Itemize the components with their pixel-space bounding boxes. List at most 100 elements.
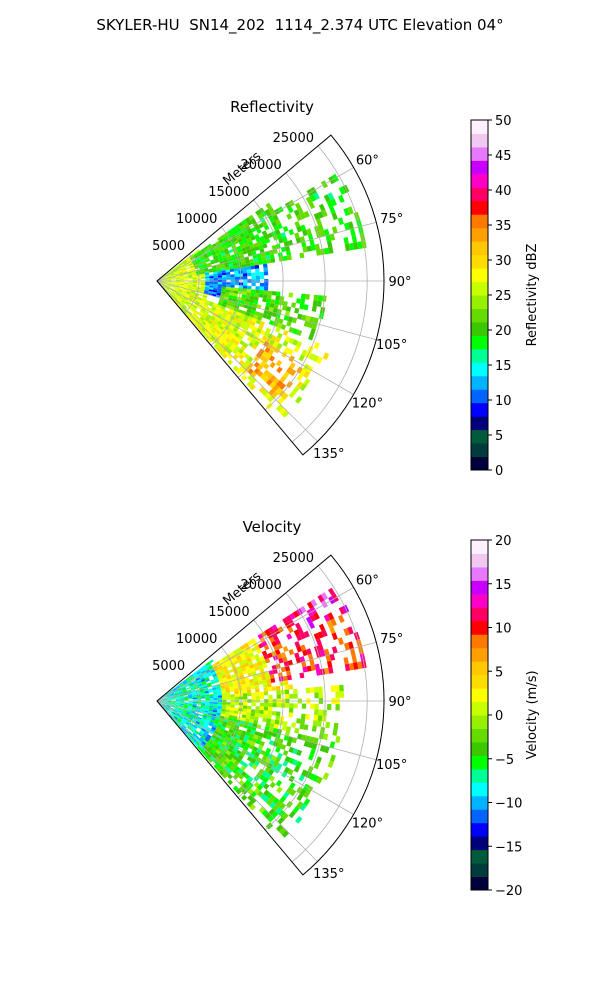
gate-cell xyxy=(177,298,182,302)
gate-cell xyxy=(217,286,222,289)
gate-cell xyxy=(225,757,231,764)
gate-cell xyxy=(177,718,182,722)
gate-cell xyxy=(203,723,209,727)
gate-cell xyxy=(237,768,244,775)
gate-cell xyxy=(267,710,273,716)
gate-cell xyxy=(275,807,283,815)
gate-cell xyxy=(319,230,326,237)
gate-cell xyxy=(173,296,178,300)
gate-cell xyxy=(275,715,281,721)
gate-cell xyxy=(232,755,238,761)
gate-cell xyxy=(184,302,189,307)
gate-cell xyxy=(222,312,228,317)
gate-cell xyxy=(323,614,331,622)
gate-cell xyxy=(262,683,268,688)
gate-cell xyxy=(335,735,341,744)
gate-cell xyxy=(175,265,180,269)
gate-cell xyxy=(178,296,183,300)
gate-cell xyxy=(181,306,186,311)
gate-cell xyxy=(250,289,256,293)
gate-cell xyxy=(279,382,286,390)
gate-cell xyxy=(243,222,249,228)
gate-cell xyxy=(271,732,277,738)
gate-cell xyxy=(198,683,203,687)
gate-cell xyxy=(259,655,265,662)
colorbar-segment xyxy=(471,120,488,134)
gate-cell xyxy=(182,260,187,264)
gate-cell xyxy=(180,727,185,732)
gate-cell xyxy=(294,232,300,239)
gate-cell xyxy=(272,761,279,768)
gate-cell xyxy=(289,703,294,709)
gate-cell xyxy=(197,672,202,677)
gate-cell xyxy=(276,694,281,699)
gate-cell xyxy=(186,678,191,682)
gate-cell xyxy=(192,697,197,700)
gate-cell xyxy=(292,759,299,766)
gate-cell xyxy=(182,298,187,302)
gate-cell xyxy=(260,749,266,756)
gate-cell xyxy=(166,284,172,286)
gate-cell xyxy=(261,335,268,342)
gate-cell xyxy=(216,712,221,716)
gate-cell xyxy=(254,340,260,347)
gate-cell xyxy=(253,361,260,368)
gate-cell xyxy=(316,356,323,364)
gate-cell xyxy=(213,738,219,744)
gate-cell xyxy=(322,733,329,741)
gate-cell xyxy=(328,666,334,674)
gate-cell xyxy=(203,745,208,750)
gate-cell xyxy=(306,665,312,672)
gate-cell xyxy=(241,236,247,241)
gate-cell xyxy=(192,274,197,277)
gate-cell xyxy=(210,308,216,313)
gate-cell xyxy=(274,719,280,725)
gate-cell xyxy=(224,752,230,758)
gate-cell xyxy=(204,692,210,696)
gate-cell xyxy=(178,290,183,293)
gate-cell xyxy=(179,715,184,719)
gate-cell xyxy=(197,725,202,730)
gate-cell xyxy=(208,711,213,714)
gate-cell xyxy=(270,258,276,263)
gate-cell xyxy=(249,299,254,304)
azimuth-tick-label: 60° xyxy=(356,154,379,169)
gate-cell xyxy=(245,731,251,737)
gate-cell xyxy=(314,709,319,716)
gate-cell xyxy=(296,634,303,641)
gate-cell xyxy=(242,686,247,691)
gate-cell xyxy=(213,275,218,278)
gate-cell xyxy=(169,714,173,719)
gate-cell xyxy=(276,824,284,832)
gate-cell xyxy=(338,186,346,195)
range-gridline xyxy=(291,565,368,863)
gate-cell xyxy=(263,729,269,735)
gate-cell xyxy=(263,234,269,240)
data-field xyxy=(158,173,367,418)
gate-cell xyxy=(216,767,222,773)
gate-cell xyxy=(331,226,338,234)
gate-cell xyxy=(170,273,175,276)
colorbar-segment xyxy=(471,173,488,188)
gate-cell xyxy=(253,677,259,683)
gate-cell xyxy=(193,731,198,736)
gate-cell xyxy=(221,663,227,668)
gate-cell xyxy=(275,360,283,367)
gate-cell xyxy=(265,353,272,360)
gate-cell xyxy=(271,624,278,631)
gate-cell xyxy=(217,724,222,729)
gate-cell xyxy=(232,682,238,687)
gate-cell xyxy=(243,745,249,751)
gate-cell xyxy=(344,663,351,672)
gate-cell xyxy=(177,711,182,715)
gate-cell xyxy=(165,707,169,711)
gate-cell xyxy=(295,657,302,664)
gate-cell xyxy=(264,347,271,354)
gate-cell xyxy=(199,710,205,714)
gate-cell xyxy=(312,300,318,307)
gate-cell xyxy=(175,684,180,688)
gate-cell xyxy=(172,291,177,295)
gate-cell xyxy=(250,292,256,297)
gate-cell xyxy=(242,762,249,768)
gate-cell xyxy=(217,253,222,258)
